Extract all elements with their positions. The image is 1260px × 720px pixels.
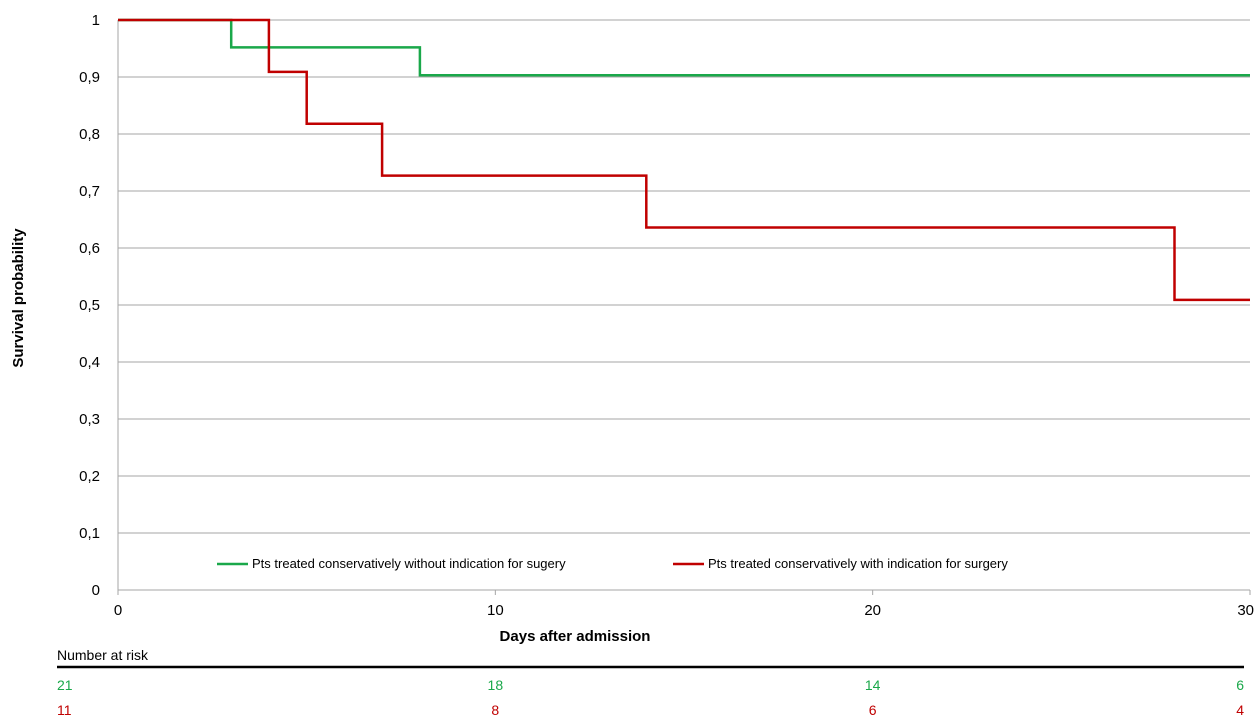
grid-lines (118, 19, 1250, 534)
legend: Pts treated conservatively without indic… (217, 556, 1008, 571)
risk-table-title: Number at risk (57, 647, 149, 663)
x-axis-label: Days after admission (500, 628, 651, 645)
legend-label-series-1: Pts treated conservatively without indic… (252, 556, 566, 571)
y-tick-label: 0,1 (79, 525, 100, 542)
risk-table-values: 21 18 14 6 11 8 6 4 (57, 677, 1244, 718)
y-axis-label: Survival probability (10, 228, 27, 368)
x-tick-label: 10 (487, 602, 504, 619)
x-tick-label: 0 (114, 602, 122, 619)
y-tick-label: 1 (92, 12, 100, 29)
y-tick-label: 0,7 (79, 183, 100, 200)
y-tick-labels: 0 0,1 0,2 0,3 0,4 0,5 0,6 0,7 0,8 0,9 1 (79, 12, 100, 599)
y-tick-label: 0,6 (79, 240, 100, 257)
x-tick-label: 30 (1237, 602, 1254, 619)
risk-value-row-1: 14 (865, 677, 881, 693)
y-tick-label: 0,3 (79, 411, 100, 428)
risk-value-row-2: 4 (1236, 702, 1244, 718)
y-tick-label: 0,4 (79, 354, 100, 371)
x-tick-labels: 0 10 20 30 (114, 602, 1254, 619)
risk-value-row-1: 6 (1236, 677, 1244, 693)
risk-value-row-2: 11 (57, 702, 72, 718)
legend-label-series-2: Pts treated conservatively with indicati… (708, 556, 1008, 571)
y-tick-label: 0,8 (79, 126, 100, 143)
x-tick-label: 20 (864, 602, 881, 619)
y-tick-label: 0,5 (79, 297, 100, 314)
axes (117, 20, 1251, 595)
risk-value-row-2: 8 (491, 702, 499, 718)
risk-value-row-1: 21 (57, 677, 73, 693)
survival-curve-series-1 (118, 18, 1250, 77)
series-lines (118, 18, 1250, 302)
y-tick-label: 0 (92, 582, 100, 599)
risk-value-row-1: 18 (488, 677, 504, 693)
y-tick-label: 0,2 (79, 468, 100, 485)
number-at-risk-table: Number at risk 21 18 14 6 11 8 6 4 (57, 647, 1244, 718)
y-tick-label: 0,9 (79, 69, 100, 86)
risk-value-row-2: 6 (869, 702, 877, 718)
survival-curve-series-2 (118, 18, 1250, 302)
